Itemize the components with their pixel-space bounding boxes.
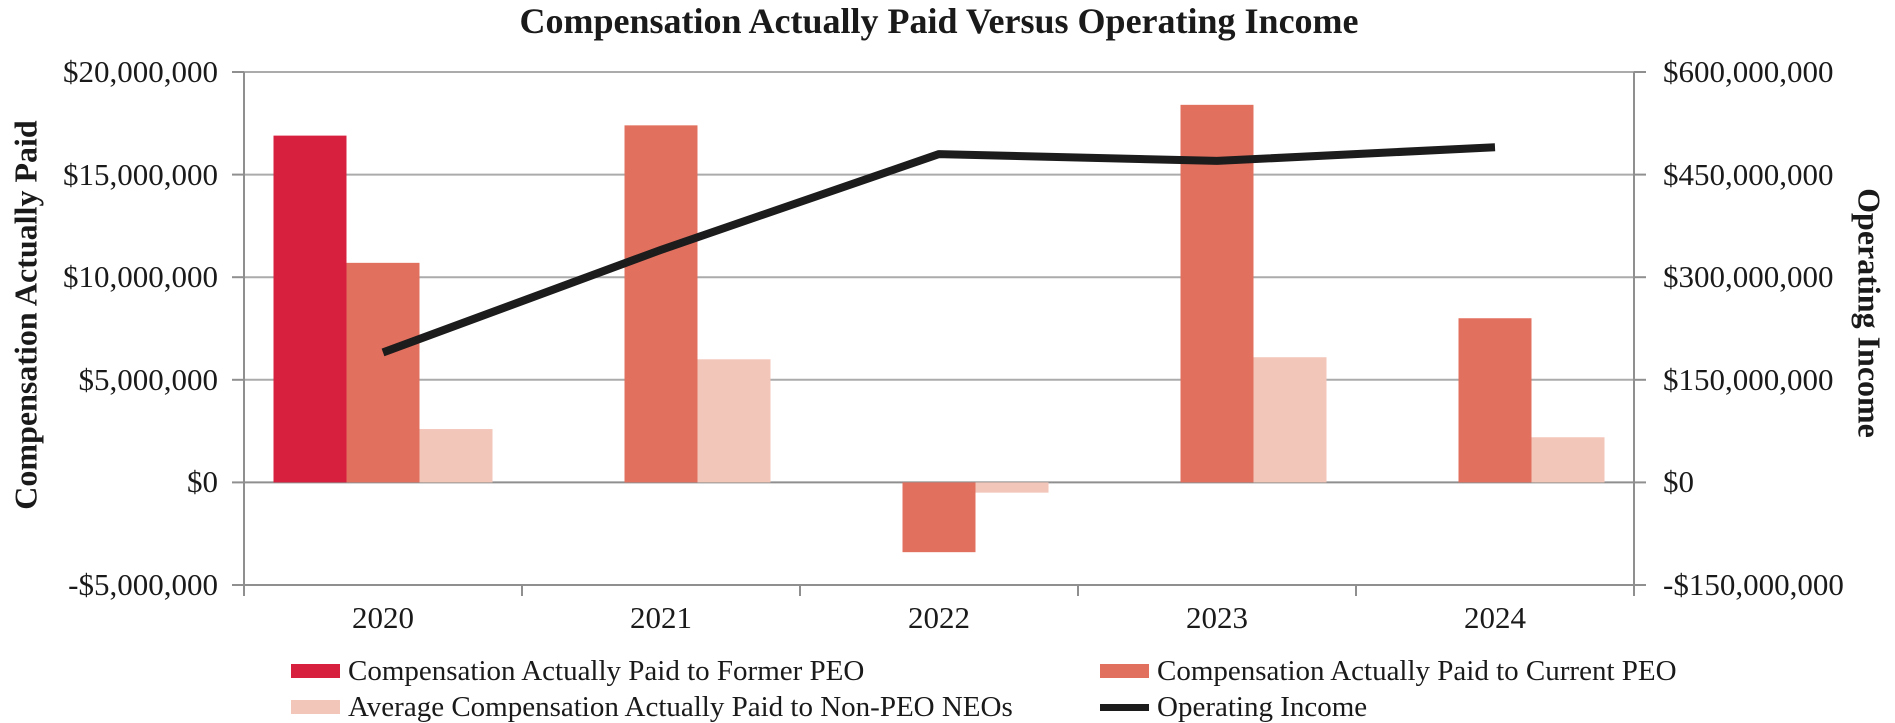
operating-income-line	[381, 143, 1496, 357]
legend-swatch-operating-income-line	[1100, 703, 1149, 711]
bar-current-peo-2023	[1180, 104, 1254, 483]
left-axis-tick-label: -$5,000,000	[68, 567, 218, 602]
left-axis-tick-label: $20,000,000	[63, 54, 218, 89]
bar-non-peo-neos-2021	[697, 359, 771, 483]
bar-former-peo-2020	[273, 135, 347, 483]
legend-swatch-former-peo	[291, 664, 340, 678]
right-axis-tick-label: -$150,000,000	[1663, 567, 1844, 602]
bar-non-peo-neos-2024	[1531, 437, 1605, 483]
legend-label-current-peo: Compensation Actually Paid to Current PE…	[1157, 655, 1677, 687]
right-axis-tick-label: $300,000,000	[1663, 259, 1834, 295]
right-axis-tick-label: $150,000,000	[1663, 361, 1834, 397]
bar-current-peo-2021	[624, 125, 698, 483]
left-axis-tick-label: $10,000,000	[63, 259, 218, 295]
right-axis-tick-label: $450,000,000	[1663, 156, 1834, 192]
legend-swatch-non-peo-neos	[291, 700, 340, 714]
bar-current-peo-2024	[1458, 318, 1532, 483]
legend-label-former-peo: Compensation Actually Paid to Former PEO	[348, 655, 865, 687]
bar-non-peo-neos-2020	[419, 429, 493, 483]
legend-label-operating-income: Operating Income	[1157, 691, 1368, 723]
right-axis-tick-label: $0	[1663, 464, 1694, 500]
legend-item-former-peo: Compensation Actually Paid to Former PEO	[291, 653, 864, 689]
left-axis-tick-label: $15,000,000	[63, 156, 218, 192]
legend-item-non-peo-neos: Average Compensation Actually Paid to No…	[291, 689, 1013, 723]
legend-swatch-current-peo	[1100, 664, 1149, 678]
left-axis-tick-label: $5,000,000	[78, 361, 219, 397]
bar-current-peo-2022	[902, 482, 976, 553]
x-axis-label-2023: 2023	[1186, 600, 1248, 635]
left-axis-tick-label: $0	[187, 464, 218, 500]
legend-item-operating-income: Operating Income	[1100, 689, 1367, 723]
x-axis-label-2024: 2024	[1464, 600, 1526, 635]
chart-title: Compensation Actually Paid Versus Operat…	[519, 1, 1359, 41]
legend-label-non-peo-neos: Average Compensation Actually Paid to No…	[348, 691, 1013, 723]
bar-non-peo-neos-2023	[1253, 357, 1327, 483]
right-axis-title: Operating Income	[1851, 188, 1888, 438]
right-axis-tick-label: $600,000,000	[1663, 54, 1834, 89]
x-axis-label-2020: 2020	[352, 600, 414, 635]
x-axis-label-2021: 2021	[630, 600, 692, 635]
bar-current-peo-2020	[346, 262, 420, 483]
bar-non-peo-neos-2022	[975, 482, 1049, 493]
x-axis-label-2022: 2022	[908, 600, 970, 635]
legend-item-current-peo: Compensation Actually Paid to Current PE…	[1100, 653, 1677, 689]
